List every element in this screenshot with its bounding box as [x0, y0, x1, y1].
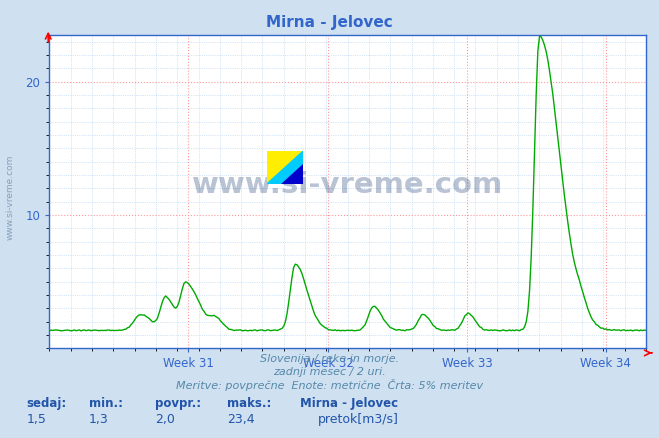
Text: pretok[m3/s]: pretok[m3/s]: [318, 413, 399, 426]
Text: min.:: min.:: [89, 397, 123, 410]
Polygon shape: [281, 164, 303, 184]
Text: www.si-vreme.com: www.si-vreme.com: [192, 171, 503, 199]
Text: povpr.:: povpr.:: [155, 397, 201, 410]
Text: sedaj:: sedaj:: [26, 397, 67, 410]
Text: Mirna - Jelovec: Mirna - Jelovec: [300, 397, 398, 410]
Text: Meritve: povprečne  Enote: metrične  Črta: 5% meritev: Meritve: povprečne Enote: metrične Črta:…: [176, 379, 483, 391]
Text: 1,3: 1,3: [89, 413, 109, 426]
Text: Slovenija / reke in morje.: Slovenija / reke in morje.: [260, 354, 399, 364]
Text: 1,5: 1,5: [26, 413, 46, 426]
Text: www.si-vreme.com: www.si-vreme.com: [5, 155, 14, 240]
Text: 2,0: 2,0: [155, 413, 175, 426]
Polygon shape: [267, 151, 303, 184]
Text: maks.:: maks.:: [227, 397, 272, 410]
Text: 23,4: 23,4: [227, 413, 255, 426]
Text: zadnji mesec / 2 uri.: zadnji mesec / 2 uri.: [273, 367, 386, 377]
Polygon shape: [267, 151, 303, 184]
Text: Mirna - Jelovec: Mirna - Jelovec: [266, 15, 393, 30]
